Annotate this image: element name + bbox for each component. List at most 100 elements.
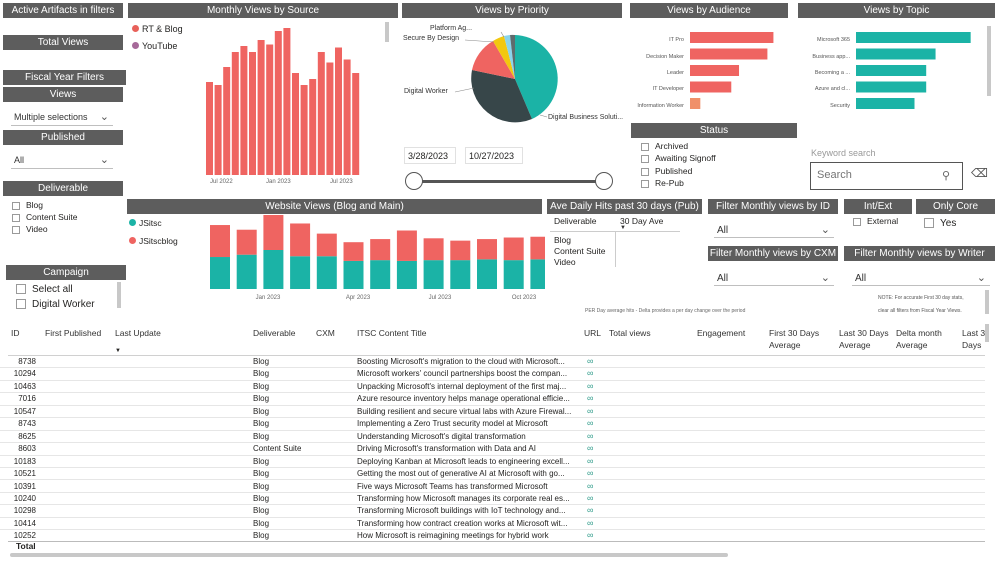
link-icon[interactable]: ∞ <box>587 505 594 516</box>
col-header-cxm[interactable]: CXM <box>316 328 335 338</box>
monthly-views-bar[interactable] <box>335 47 342 176</box>
filter-cxm-dropdown[interactable]: All ⌄ <box>714 270 834 286</box>
website-views-bar-jsitsc[interactable] <box>343 260 364 289</box>
table-row[interactable]: 10294 Blog Microsoft workers' council part… <box>0 368 985 381</box>
link-icon[interactable]: ∞ <box>587 468 594 479</box>
col-header-last30[interactable]: Last 30 Days Average <box>839 328 889 350</box>
deliverable-option-blog[interactable]: Blog <box>12 200 43 210</box>
monthly-views-bar[interactable] <box>292 73 299 175</box>
table-row[interactable]: 8625 Blog Understanding Microsoft's digita… <box>0 430 985 444</box>
website-views-bar-jsitsc[interactable] <box>396 260 417 289</box>
status-option-archived[interactable]: Archived <box>641 141 688 151</box>
search-icon[interactable]: ⚲ <box>941 170 950 182</box>
website-views-bar-jsitsc[interactable] <box>503 260 524 289</box>
pie-slice-secure-by-design[interactable] <box>472 41 515 79</box>
monthly-views-bar[interactable] <box>240 46 248 175</box>
filter-id-dropdown[interactable]: All ⌄ <box>714 222 834 238</box>
table-row[interactable]: 10391 Blog Five ways Microsoft Teams has t… <box>0 481 985 493</box>
table-row[interactable]: 10298 Blog Transforming Microsoft building… <box>0 505 985 518</box>
int-ext-option-external[interactable]: External <box>853 216 898 226</box>
link-icon[interactable]: ∞ <box>587 530 594 541</box>
link-icon[interactable]: ∞ <box>587 492 594 503</box>
audience-bar[interactable] <box>690 65 740 76</box>
pie-slice-digital-worker[interactable] <box>471 70 532 123</box>
col-header-deliverable[interactable]: Deliverable <box>253 328 296 338</box>
monthly-views-bar[interactable] <box>257 40 265 175</box>
website-views-bar-jsitsc[interactable] <box>450 260 471 289</box>
link-icon[interactable]: ∞ <box>587 430 594 441</box>
status-option-published[interactable]: Published <box>641 166 692 176</box>
website-views-chart[interactable]: Jan 2023 Apr 2023 Jul 2023 Oct 2023 <box>200 215 545 305</box>
campaign-scrollbar[interactable] <box>117 282 121 308</box>
table-row[interactable]: 10463 Blog Unpacking Microsoft's internal … <box>0 381 985 394</box>
audience-bar[interactable] <box>690 48 768 60</box>
link-icon[interactable]: ∞ <box>587 405 594 416</box>
end-date-input[interactable]: 10/27/2023 <box>465 147 523 164</box>
status-option-re-pub[interactable]: Re-Pub <box>641 178 684 188</box>
pie-slice-digital-business[interactable] <box>515 35 558 119</box>
website-views-bar-jsitscblog[interactable] <box>423 238 444 261</box>
table-row[interactable]: 8738 Blog Boosting Microsoft's migration t… <box>0 356 985 369</box>
table-row[interactable]: 8603 Content Suite Driving Microsoft's tra… <box>0 443 985 456</box>
campaign-option-digital-worker[interactable]: Digital Worker <box>16 299 95 310</box>
website-views-bar-jsitscblog[interactable] <box>210 225 230 258</box>
pie-slice-platform[interactable] <box>493 36 515 79</box>
website-views-bar-jsitsc[interactable] <box>530 259 545 289</box>
website-views-bar-jsitscblog[interactable] <box>503 237 524 261</box>
pie-slice-other[interactable] <box>510 34 515 79</box>
deliverable-option-video[interactable]: Video <box>12 224 48 234</box>
eraser-icon[interactable]: ⌫ <box>971 166 988 180</box>
audience-bar-chart[interactable]: IT Pro Decision Maker Leader IT Develope… <box>620 24 790 119</box>
keyword-search-box[interactable]: ⚲ <box>810 162 963 190</box>
monthly-views-bar[interactable] <box>274 31 282 175</box>
website-views-bar-jsitsc[interactable] <box>210 257 230 289</box>
table-row[interactable]: 10240 Blog Transforming how Microsoft mana… <box>0 492 985 506</box>
website-views-bar-jsitscblog[interactable] <box>290 223 311 257</box>
topic-bar[interactable] <box>856 65 927 76</box>
link-icon[interactable]: ∞ <box>587 393 594 404</box>
table-row[interactable]: 10547 Blog Building resilient and secure v… <box>0 405 985 419</box>
website-views-bar-jsitsc[interactable] <box>290 256 311 289</box>
table-row[interactable]: 10414 Blog Transforming how contract creat… <box>0 518 985 531</box>
website-views-bar-jsitscblog[interactable] <box>396 230 417 261</box>
link-icon[interactable]: ∞ <box>587 443 594 454</box>
col-header-delta[interactable]: Delta month Average <box>896 328 942 350</box>
published-dropdown[interactable]: All ⌄ <box>11 152 113 169</box>
table-row[interactable]: 8743 Blog Implementing a Zero Trust securi… <box>0 418 985 431</box>
date-slider-end-handle[interactable] <box>595 172 613 190</box>
chart-scrollbar[interactable] <box>987 26 991 96</box>
link-icon[interactable]: ∞ <box>587 480 594 491</box>
monthly-views-bar[interactable] <box>309 79 317 175</box>
website-views-bar-jsitsc[interactable] <box>263 250 284 289</box>
topic-bar[interactable] <box>856 32 971 43</box>
website-views-bar-jsitscblog[interactable] <box>370 239 391 261</box>
deliverable-option-content-suite[interactable]: Content Suite <box>12 212 78 222</box>
monthly-views-bar[interactable] <box>352 73 360 175</box>
topic-bar[interactable] <box>856 48 936 60</box>
monthly-views-bar[interactable] <box>223 67 231 175</box>
note-scrollbar[interactable] <box>985 290 989 314</box>
monthly-views-bar[interactable] <box>266 44 274 176</box>
only-core-option-yes[interactable]: Yes <box>924 218 956 229</box>
monthly-views-bar[interactable] <box>326 62 334 176</box>
search-input[interactable] <box>817 169 932 181</box>
col-header-first30[interactable]: First 30 Days Average <box>769 328 819 350</box>
date-slider-start-handle[interactable] <box>405 172 423 190</box>
website-views-bar-jsitscblog[interactable] <box>316 233 337 257</box>
website-views-bar-jsitsc[interactable] <box>316 256 337 289</box>
topic-bar[interactable] <box>856 81 927 93</box>
audience-bar[interactable] <box>690 81 732 93</box>
website-views-bar-jsitscblog[interactable] <box>530 236 545 260</box>
table-horizontal-scrollbar[interactable] <box>10 553 728 557</box>
sort-down-icon[interactable]: ▼ <box>115 348 121 354</box>
link-icon[interactable]: ∞ <box>587 455 594 466</box>
col-header-first-published[interactable]: First Published <box>45 328 102 338</box>
monthly-views-bar[interactable] <box>317 52 325 175</box>
monthly-views-bar[interactable] <box>249 52 256 175</box>
col-header-url[interactable]: URL <box>584 328 602 338</box>
col-header-last-update[interactable]: Last Update <box>115 328 161 338</box>
views-dropdown[interactable]: Multiple selections ⌄ <box>11 109 113 126</box>
col-header-engagement[interactable]: Engagement <box>697 328 746 338</box>
filter-writer-dropdown[interactable]: All ⌄ <box>852 270 990 286</box>
link-icon[interactable]: ∞ <box>587 368 594 379</box>
